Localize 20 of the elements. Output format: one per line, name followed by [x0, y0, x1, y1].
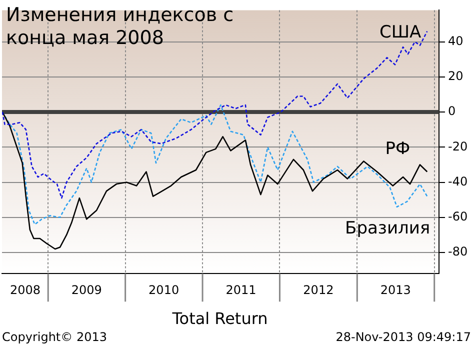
series-label: США	[379, 22, 422, 42]
x-tick-label: 2008	[10, 282, 41, 297]
y-tick-label: -60	[448, 210, 468, 224]
x-axis-title: Total Return	[171, 309, 269, 328]
x-tick-label: 2011	[226, 282, 256, 297]
x-tick-label: 2013	[380, 282, 411, 297]
series-label: Бразилия	[345, 218, 430, 238]
y-tick-label: 20	[448, 69, 464, 84]
y-tick-label: 0	[448, 104, 456, 118]
x-tick-label: 2010	[148, 282, 180, 297]
y-tick-label: -80	[448, 244, 468, 259]
chart-title: Изменения индексов с конца мая 2008	[6, 4, 235, 50]
x-tick-label: 2009	[71, 282, 102, 297]
x-tick-label: 2012	[303, 282, 334, 297]
text: Copyright© 2013	[2, 330, 107, 344]
y-tick-label: -20	[448, 139, 468, 154]
y-tick-label: 40	[448, 34, 464, 48]
series-label: РФ	[385, 138, 410, 159]
text: 28-Nov-2013 09:49:17	[336, 330, 471, 344]
y-tick-label: -40	[448, 174, 468, 188]
